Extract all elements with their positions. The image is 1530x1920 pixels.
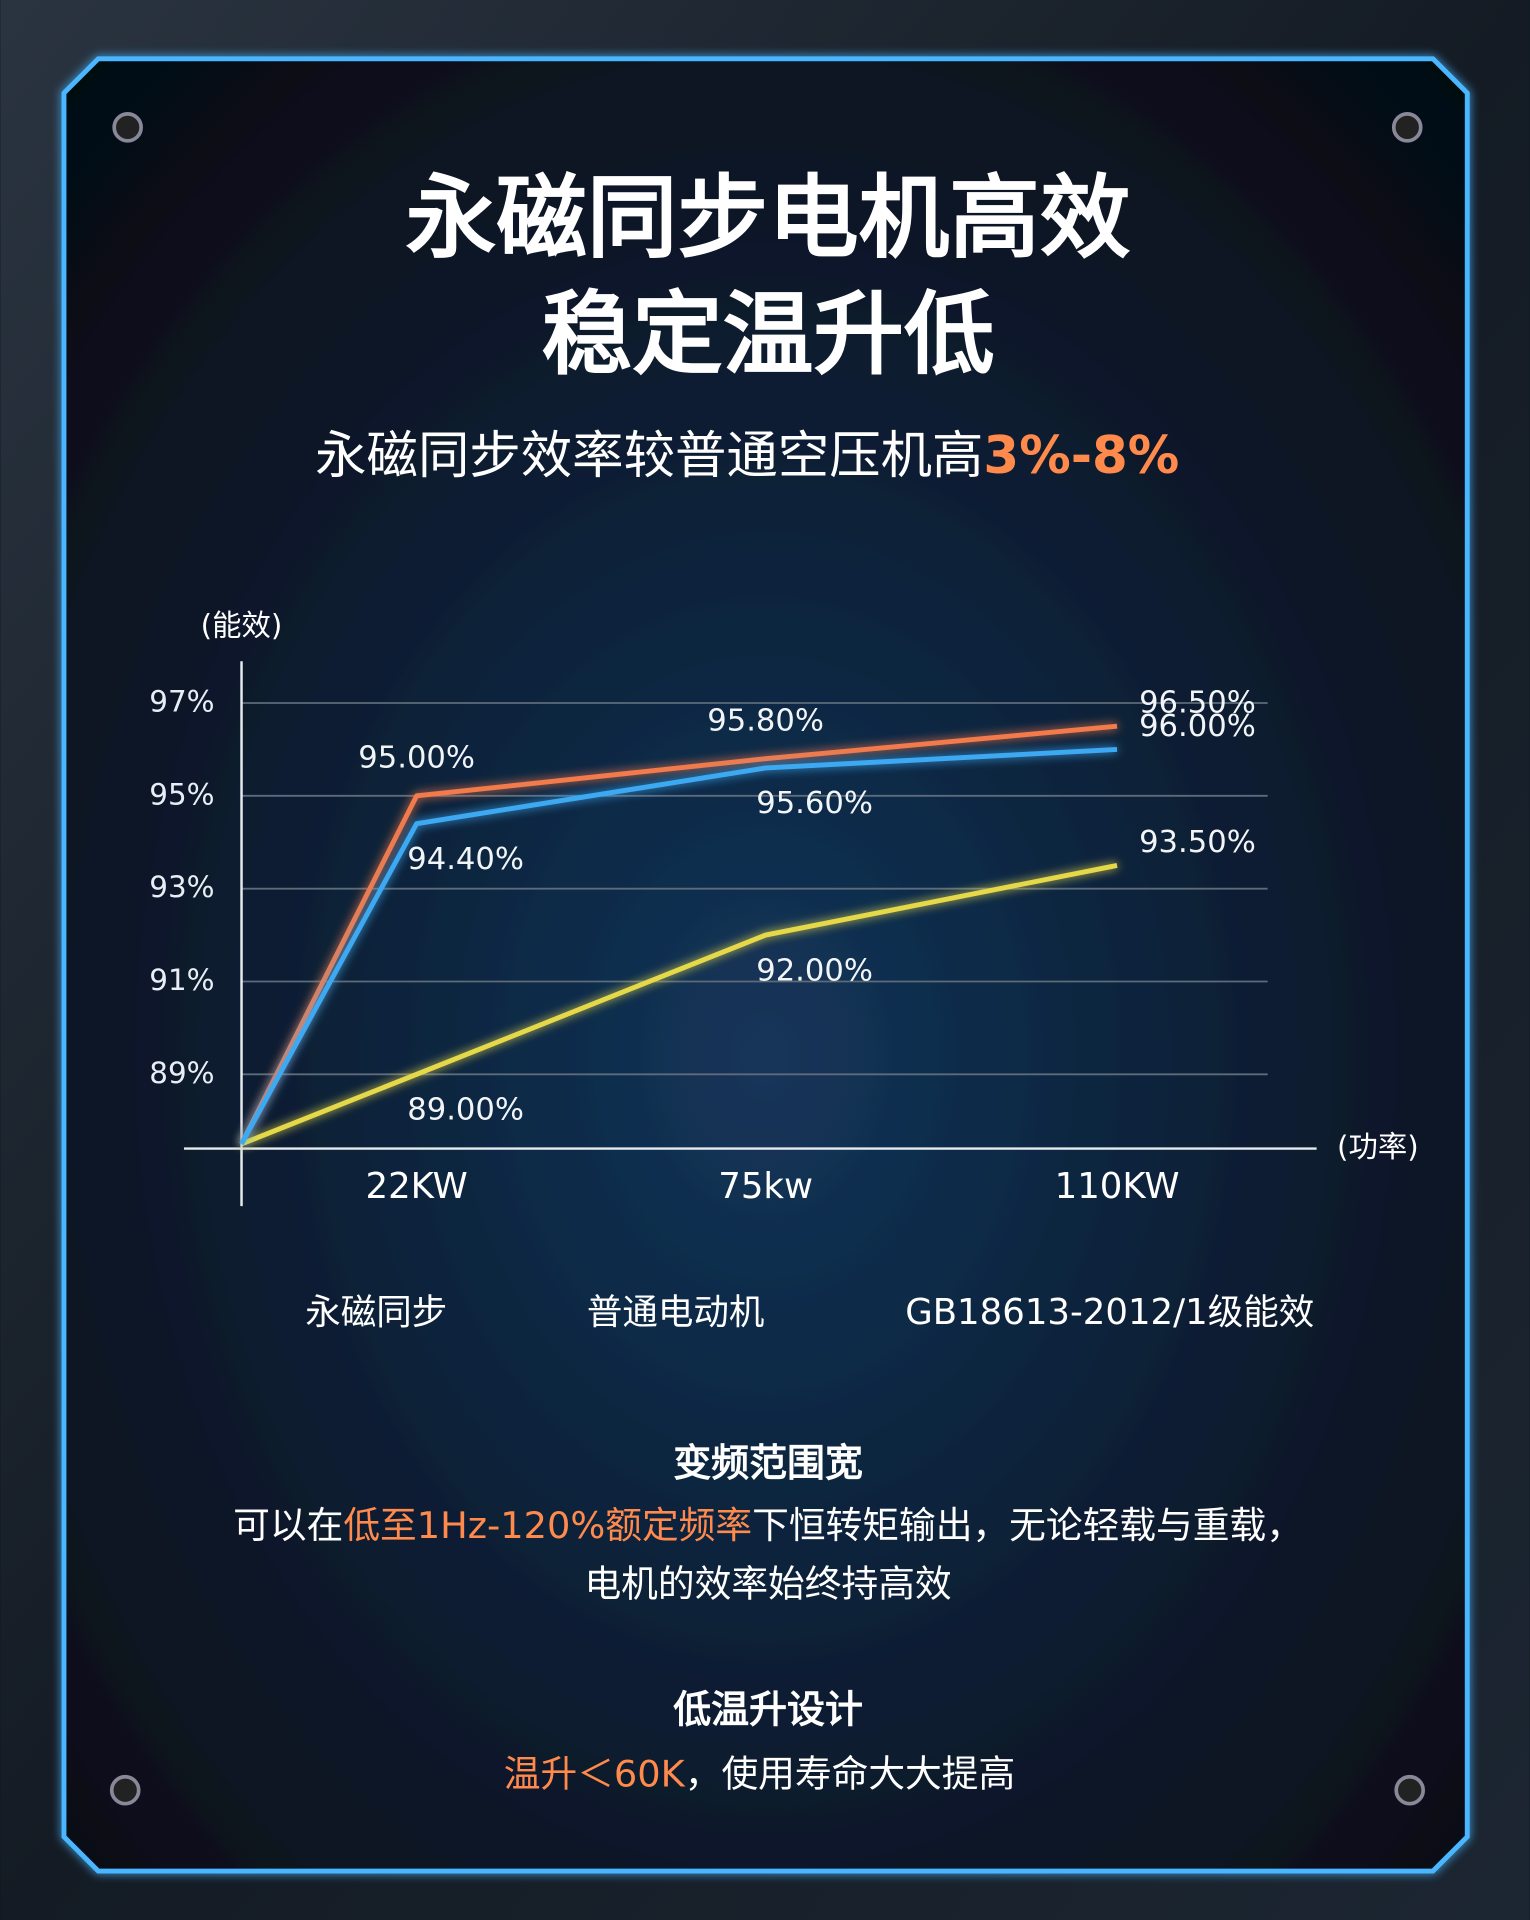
data-label: 92.00% — [756, 953, 873, 988]
x-tick-label: 22KW — [365, 1166, 467, 1207]
section-heading: 低温升设计 — [673, 1687, 863, 1731]
data-label: 94.40% — [407, 842, 524, 877]
data-label: 95.00% — [358, 741, 475, 776]
data-label: 96.50% — [1139, 686, 1256, 721]
screw — [1394, 1774, 1425, 1806]
y-tick-label: 93% — [149, 870, 214, 904]
data-label: 93.50% — [1139, 825, 1256, 860]
highlight: 低至1Hz-120%额定频率 — [343, 1503, 752, 1546]
series-line — [239, 723, 1118, 1146]
chart: (能效) (功率) 89% 91% 93% 95% 97% 22KW 75kw 110KW 95.0… — [149, 608, 1418, 1332]
series-line — [240, 863, 1118, 1147]
screw — [1391, 112, 1423, 143]
text: 可以在 — [233, 1503, 343, 1546]
title-line: 稳定温升低 — [542, 282, 995, 387]
highlight: 温升＜60K — [504, 1752, 686, 1795]
data-label: 95.80% — [707, 703, 824, 738]
x-tick-label: 75kw — [718, 1166, 813, 1207]
data-label: 96.00% — [1139, 709, 1256, 744]
x-axis-label: (功率) — [1337, 1130, 1419, 1164]
screw — [112, 112, 143, 143]
subtitle: 永磁同步效率较普通空压机高3%-8% — [315, 426, 1179, 486]
title-line: 永磁同步电机高效 — [406, 166, 1131, 271]
y-tick-label: 95% — [149, 777, 214, 811]
y-tick-label: 91% — [149, 963, 214, 997]
legend-label: 普通电动机 — [587, 1292, 765, 1333]
y-tick-label: 89% — [149, 1056, 214, 1090]
section-text: 温升＜60K，使用寿命大大提高 — [504, 1752, 1015, 1795]
text: 电机的效率始终持高效 — [584, 1562, 951, 1605]
section-text: 可以在低至1Hz-120%额定频率下恒转矩输出，无论轻载与重载， — [233, 1503, 1303, 1546]
series-line — [239, 746, 1118, 1146]
legend-label: GB18613-2012/1级能效 — [905, 1292, 1314, 1333]
subtitle-highlight: 3%-8% — [983, 426, 1179, 486]
data-label: 89.00% — [407, 1093, 524, 1128]
data-label: 95.60% — [756, 786, 873, 821]
y-axis-label: (能效) — [201, 608, 283, 642]
section-text: 电机的效率始终持高效 — [584, 1562, 951, 1605]
subtitle-text: 永磁同步效率较普通空压机高 — [315, 426, 983, 486]
legend-label: 永磁同步 — [305, 1292, 447, 1333]
frame — [61, 56, 1470, 1874]
text: ，使用寿命大大提高 — [685, 1752, 1015, 1795]
screw — [109, 1774, 141, 1806]
x-tick-label: 110KW — [1055, 1166, 1180, 1207]
y-tick-label: 97% — [149, 684, 214, 718]
text: 下恒转矩输出，无论轻载与重载， — [752, 1503, 1303, 1546]
section-heading: 变频范围宽 — [673, 1441, 863, 1485]
